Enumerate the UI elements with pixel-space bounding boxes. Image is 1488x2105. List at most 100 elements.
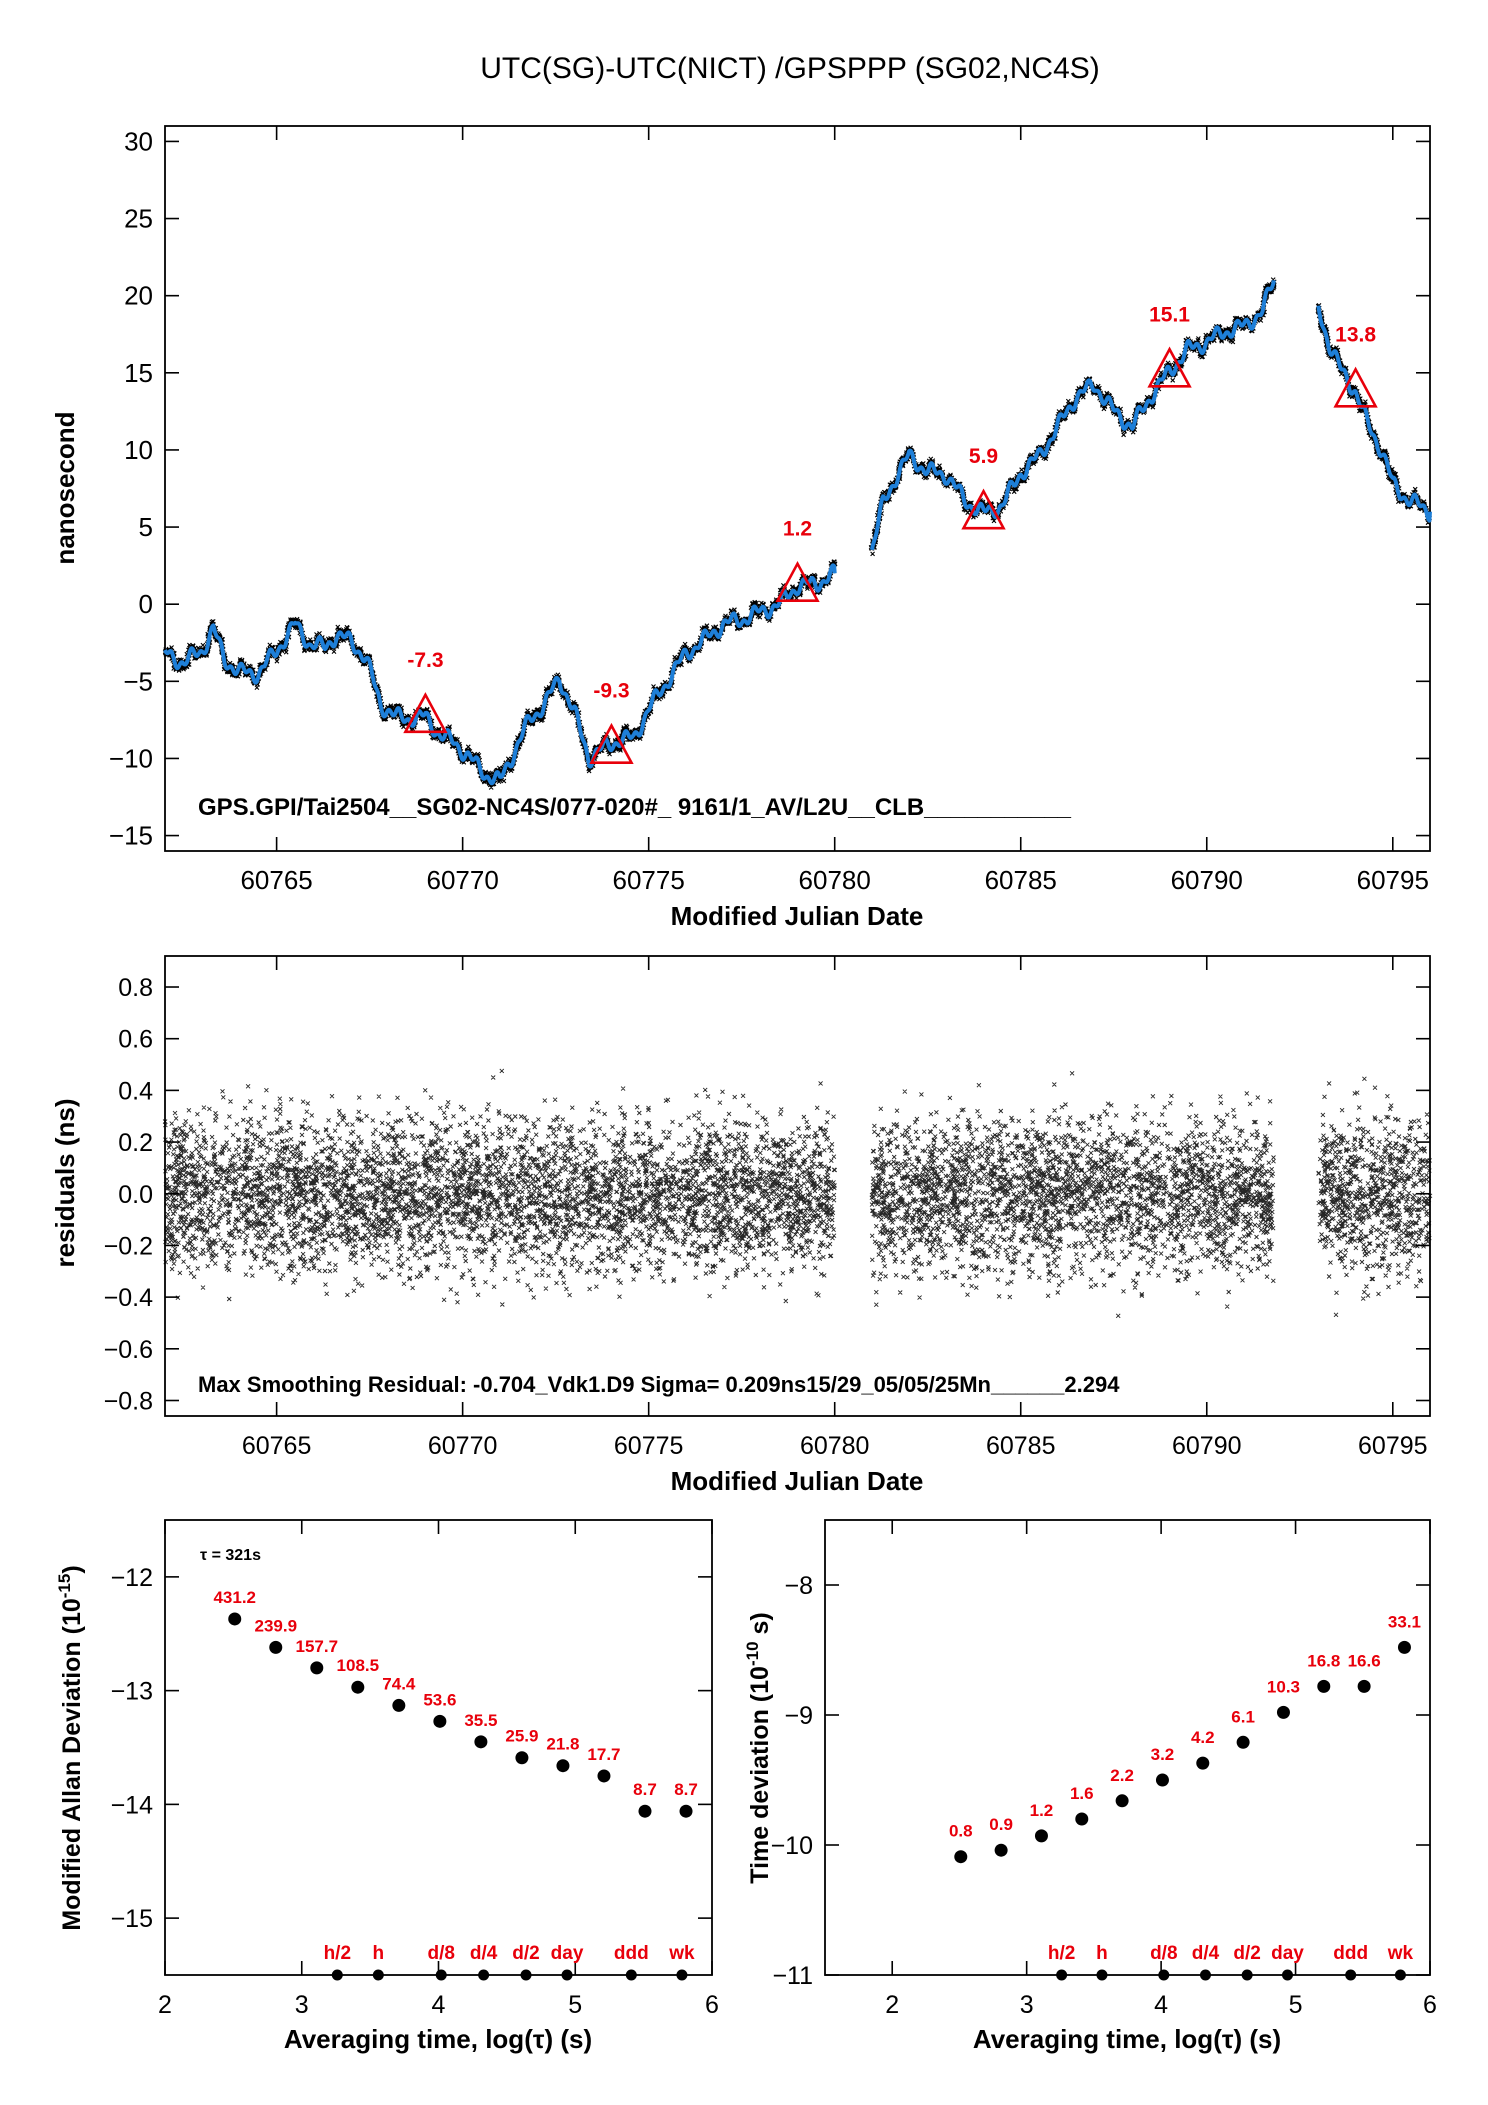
1-y-tick-label: 0.6 — [118, 1026, 153, 1054]
tdev-point-label: 0.9 — [989, 1815, 1013, 1834]
2-y-tick-label: −15 — [111, 1905, 153, 1933]
tdev-ref-dot — [1199, 1969, 1211, 1981]
tdev-y-label-exponent: -10 — [743, 1641, 762, 1666]
0-x-tick-label: 60785 — [985, 865, 1057, 895]
mdev-point — [351, 1680, 365, 1694]
mdev-point-label: 17.7 — [587, 1745, 620, 1764]
2-y-tick-label: −12 — [111, 1564, 153, 1592]
residual-points — [162, 1068, 1433, 1319]
3-x-tick-label: 2 — [885, 1991, 899, 2019]
0-x-tick-label: 60765 — [240, 865, 312, 895]
offset-chart: 60765 60770 60775 60780 60785 60790 60795 −15 −1… — [50, 125, 1432, 931]
tdev-axes: 2 3 4 5 6 −11 −10 −9 −8 — [771, 1520, 1437, 2019]
1-y-tick-label: 0.2 — [118, 1129, 153, 1157]
offset-marker-label: -7.3 — [407, 649, 443, 672]
tdev-ref-label: ddd — [1333, 1943, 1368, 1964]
tdev-ref-label: day — [1271, 1943, 1304, 1964]
tdev-ref-dot — [1096, 1969, 1108, 1981]
offset-axes: 60765 60770 60775 60780 60785 60790 60795 −15 −1… — [109, 126, 1430, 895]
tdev-y-label-end: s) — [746, 1612, 774, 1641]
3-x-tick-label: 3 — [1020, 1991, 1034, 2019]
tdev-point — [954, 1850, 968, 1864]
mdev-ref-label: d/8 — [428, 1943, 455, 1964]
1-x-tick-label: 60790 — [1172, 1432, 1242, 1460]
2-x-tick-label: 3 — [295, 1991, 309, 2019]
3-x-tick-label: 4 — [1154, 1991, 1168, 2019]
mdev-ref-dot — [520, 1969, 532, 1981]
tdev-point-label: 33.1 — [1388, 1612, 1421, 1631]
tdev-point — [1155, 1773, 1169, 1787]
1-y-tick-label: 0.0 — [118, 1181, 153, 1209]
tdev-ref-label: d/4 — [1192, 1943, 1220, 1964]
offset-marker-label: -9.3 — [593, 680, 629, 703]
tdev-point — [1196, 1756, 1210, 1770]
1-y-tick-label: −0.2 — [104, 1232, 153, 1260]
mdev-point-label: 25.9 — [505, 1727, 538, 1746]
3-y-tick-label: −10 — [771, 1832, 813, 1860]
tdev-point — [1236, 1735, 1250, 1749]
offset-triangle-marker — [1333, 366, 1378, 408]
tdev-ref-label: d/8 — [1150, 1943, 1177, 1964]
0-x-tick-label: 60780 — [799, 865, 871, 895]
offset-plot-frame — [164, 125, 1431, 852]
tdev-y-axis-label: Time deviation (10-10 s) — [743, 1612, 774, 1883]
tdev-point — [1276, 1705, 1290, 1719]
0-y-tick-label: 20 — [124, 281, 153, 311]
2-x-tick-label: 5 — [568, 1991, 582, 2019]
residuals-points — [162, 1068, 1433, 1319]
offset-raw-points-0 — [162, 559, 838, 790]
3-x-tick-label: 5 — [1289, 1991, 1303, 2019]
residuals-axes: 60765 60770 60775 60780 60785 60790 60795 −0.8 −… — [104, 956, 1430, 1460]
tdev-ref-dot — [1345, 1969, 1357, 1981]
mdev-point — [556, 1759, 570, 1773]
offset-marker-label: 1.2 — [783, 518, 812, 541]
mdev-point-label: 8.7 — [674, 1780, 698, 1799]
3-y-tick-label: −11 — [772, 1962, 813, 1990]
tdev-point-label: 3.2 — [1151, 1745, 1175, 1764]
mdev-ref-label: ddd — [614, 1943, 649, 1964]
tdev-point — [1317, 1679, 1331, 1693]
tdev-ref-label: h — [1096, 1943, 1108, 1964]
mdev-point-label: 8.7 — [633, 1780, 657, 1799]
offset-x-axis-label: Modified Julian Date — [671, 901, 924, 931]
1-y-tick-label: 0.8 — [118, 974, 153, 1002]
0-x-tick-label: 60775 — [613, 865, 685, 895]
residuals-x-axis-label: Modified Julian Date — [671, 1466, 924, 1496]
tdev-point-label: 2.2 — [1110, 1766, 1134, 1785]
mdev-point — [597, 1769, 611, 1783]
offset-annotation: GPS.GPI/Tai2504__SG02-NC4S/077-020#_ 916… — [198, 794, 1072, 821]
offset-smoothed-line-1 — [869, 280, 1276, 551]
mdev-point-label: 108.5 — [337, 1656, 380, 1675]
1-x-tick-label: 60780 — [800, 1432, 870, 1460]
mdev-point — [679, 1804, 693, 1818]
2-x-tick-label: 4 — [432, 1991, 446, 2019]
tdev-y-label-main: Time deviation (10 — [746, 1666, 774, 1884]
0-y-tick-label: −10 — [109, 743, 153, 773]
1-y-tick-label: 0.4 — [118, 1077, 153, 1105]
mdev-point — [515, 1751, 529, 1765]
residuals-y-axis-label: residuals (ns) — [50, 1098, 80, 1267]
0-x-tick-label: 60790 — [1171, 865, 1243, 895]
tdev-point-label: 0.8 — [949, 1822, 973, 1841]
tdev-ref-dot — [1056, 1969, 1068, 1981]
mdev-y-axis-label: Modified Allan Deviation (10-15) — [55, 1565, 86, 1930]
2-y-tick-label: −14 — [111, 1791, 154, 1819]
mdev-point — [310, 1661, 324, 1675]
residuals-chart: 60765 60770 60775 60780 60785 60790 60795 −0.8 −… — [50, 955, 1433, 1496]
tdev-ref-dot — [1241, 1969, 1253, 1981]
tdev-point-label: 16.6 — [1348, 1651, 1381, 1670]
offset-triangle-marker — [1147, 346, 1192, 388]
tdev-point-label: 1.2 — [1030, 1801, 1054, 1820]
offset-triangle-marker — [403, 692, 448, 734]
tdev-plot-frame — [824, 1519, 1431, 1976]
tdev-ref-dot — [1158, 1969, 1170, 1981]
mdev-point — [228, 1612, 242, 1626]
0-y-tick-label: 30 — [124, 126, 153, 156]
offset-marker-label: 5.9 — [969, 445, 998, 468]
mdev-point — [638, 1804, 652, 1818]
mdev-point — [392, 1698, 406, 1712]
0-y-tick-label: 5 — [139, 512, 153, 542]
0-y-tick-label: 0 — [139, 589, 153, 619]
tdev-ref-dot — [1394, 1969, 1406, 1981]
1-x-tick-label: 60765 — [242, 1432, 312, 1460]
